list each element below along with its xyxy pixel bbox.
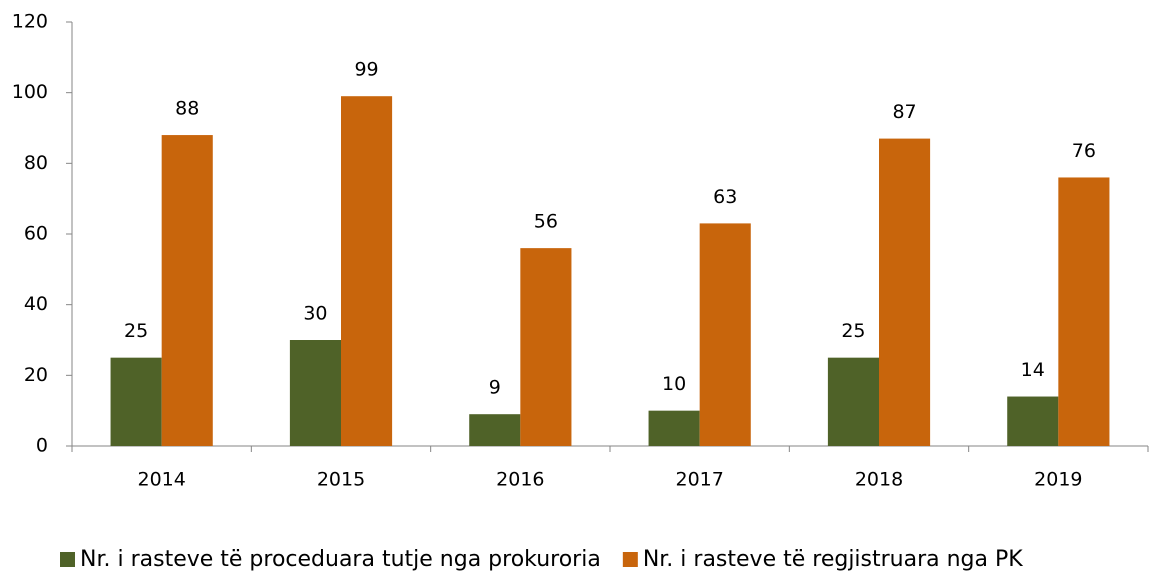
value-label: 63	[713, 186, 737, 208]
bar	[879, 138, 931, 446]
x-tick-label: 2016	[496, 469, 544, 491]
bar	[699, 223, 751, 446]
y-tick-label: 40	[24, 293, 48, 315]
x-tick-label: 2019	[1034, 469, 1082, 491]
y-tick-label: 20	[24, 364, 48, 386]
bar	[161, 135, 213, 447]
value-label: 76	[1072, 140, 1096, 162]
value-label: 99	[354, 59, 378, 81]
legend-swatch	[622, 552, 638, 567]
value-label: 25	[841, 320, 865, 342]
bar	[341, 96, 393, 446]
bar	[1058, 177, 1110, 446]
value-label: 30	[303, 303, 327, 325]
bar	[1007, 396, 1059, 446]
legend-swatch	[60, 552, 75, 567]
bar	[110, 357, 162, 446]
value-label: 88	[175, 98, 199, 120]
x-tick-label: 2015	[317, 469, 365, 491]
bar	[520, 248, 572, 446]
x-tick-label: 2018	[855, 469, 903, 491]
value-label: 87	[892, 101, 916, 123]
bar	[648, 410, 700, 446]
value-label: 14	[1021, 359, 1045, 381]
bar	[469, 414, 521, 446]
y-tick-label: 60	[24, 223, 48, 245]
value-label: 25	[124, 320, 148, 342]
legend-label: Nr. i rasteve të proceduara tutje nga pr…	[80, 547, 601, 572]
legend-label: Nr. i rasteve të regjistruara nga PK	[643, 547, 1023, 572]
y-tick-label: 80	[24, 152, 48, 174]
bar	[289, 340, 341, 446]
bar	[827, 357, 879, 446]
x-tick-label: 2017	[675, 469, 723, 491]
x-tick-label: 2014	[137, 469, 185, 491]
value-label: 56	[534, 211, 558, 233]
y-tick-label: 120	[12, 11, 48, 33]
value-label: 9	[489, 377, 501, 399]
value-label: 10	[662, 373, 686, 395]
y-tick-label: 0	[36, 435, 48, 457]
y-tick-label: 100	[12, 81, 48, 103]
